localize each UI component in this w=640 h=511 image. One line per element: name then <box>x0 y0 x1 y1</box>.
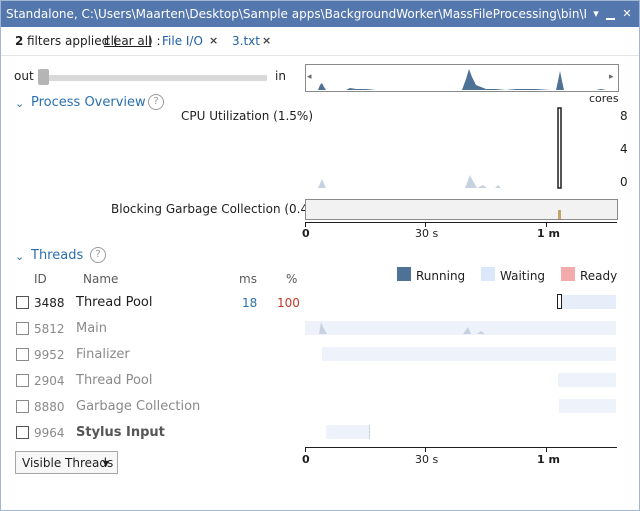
gc-label: Blocking Garbage Collection (0.4%) <box>111 202 325 216</box>
column-header-ms[interactable]: ms <box>239 272 257 286</box>
zoom-slider-track[interactable] <box>39 75 267 81</box>
cores-label: cores <box>589 92 619 105</box>
title-bar: Standalone, C:\Users\Maarten\Desktop\Sam… <box>1 1 639 27</box>
thread-name: Thread Pool <box>76 373 153 388</box>
thread-id: 9952 <box>34 348 65 362</box>
thread-checkbox[interactable] <box>16 400 29 413</box>
thread-checkbox[interactable] <box>16 426 29 439</box>
filter-bar: 2 filters applied ( clear all ) : File I… <box>1 27 639 56</box>
thread-checkbox[interactable] <box>16 296 29 309</box>
threads-title[interactable]: Threads <box>31 248 84 263</box>
thread-lane <box>305 321 616 335</box>
overview-left-handle-icon[interactable]: ◂ <box>307 72 312 82</box>
thread-lane <box>559 399 616 413</box>
time-axis-label: 30 s <box>415 227 439 240</box>
filter-applied-text: filters applied ( <box>27 34 118 48</box>
time-axis-tick <box>305 222 306 227</box>
time-axis-tick <box>425 222 426 227</box>
column-header-name[interactable]: Name <box>83 272 119 286</box>
cpu-axis-tick: 4 <box>620 142 628 156</box>
gc-event-marker <box>558 210 561 219</box>
zoom-out-label: out <box>14 69 34 83</box>
thread-checkbox[interactable] <box>16 348 29 361</box>
help-icon[interactable]: ? <box>90 247 106 263</box>
time-axis-tick <box>546 222 547 227</box>
dropdown-arrow-icon[interactable]: ▾ <box>593 7 599 20</box>
legend-label-running: Running <box>416 269 466 283</box>
thread-name: Finalizer <box>76 347 130 362</box>
time-axis-tick <box>425 447 426 452</box>
thread-name: Main <box>76 321 108 336</box>
overview-activity-graph <box>318 69 606 90</box>
thread-pct: 100 <box>277 296 300 310</box>
zoom-in-label: in <box>275 69 286 83</box>
legend-swatch-waiting <box>481 267 495 281</box>
thread-checkbox[interactable] <box>16 374 29 387</box>
cpu-axis-tick: 8 <box>620 109 628 123</box>
thread-checkbox[interactable] <box>16 322 29 335</box>
filter-count: 2 <box>15 34 24 48</box>
cpu-utilization-graph <box>318 107 562 189</box>
visible-threads-button[interactable]: Visible Threads ▼ <box>15 451 118 474</box>
zoom-slider-thumb[interactable] <box>38 69 49 85</box>
thread-id: 8880 <box>34 400 65 414</box>
overview-right-handle-icon[interactable]: ▸ <box>609 72 614 82</box>
thread-name: Thread Pool <box>76 295 153 310</box>
dropdown-arrow-icon: ▼ <box>102 459 109 468</box>
cpu-utilization-label: CPU Utilization (1.5%) <box>181 109 314 123</box>
cpu-axis-tick: 0 <box>620 175 628 189</box>
thread-id: 5812 <box>34 322 65 336</box>
time-axis-label: 1 m <box>537 227 560 240</box>
thread-ms: 18 <box>242 296 258 310</box>
time-axis-label: 1 m <box>537 453 560 466</box>
gc-lane <box>305 199 618 220</box>
remove-filter-icon[interactable]: × <box>262 34 272 47</box>
thread-name: Garbage Collection <box>76 399 201 414</box>
thread-lane <box>557 295 616 309</box>
filter-chip-3txt[interactable]: 3.txt <box>232 34 260 48</box>
time-axis-line <box>305 222 617 223</box>
time-axis-tick <box>305 447 306 452</box>
column-header-pct[interactable]: % <box>286 272 298 286</box>
timeline-overview[interactable]: ◂ ▸ <box>305 64 619 92</box>
time-axis-tick <box>546 447 547 452</box>
column-header-id[interactable]: ID <box>34 272 47 286</box>
filter-chip-file-io[interactable]: File I/O <box>162 34 203 48</box>
close-icon[interactable]: ✕ <box>622 7 632 20</box>
legend-label-waiting: Waiting <box>500 269 546 283</box>
time-axis-label: 0 <box>302 227 310 240</box>
process-overview-title[interactable]: Process Overview <box>31 95 146 110</box>
thread-id: 3488 <box>34 296 65 310</box>
clear-all-link[interactable]: clear all <box>104 34 152 48</box>
legend-swatch-running <box>397 267 411 281</box>
remove-filter-icon[interactable]: × <box>209 34 219 47</box>
legend-swatch-ready <box>561 267 575 281</box>
time-axis-line <box>305 447 617 448</box>
thread-name: Stylus Input <box>76 425 165 440</box>
collapse-chevron-icon[interactable]: ⌄ <box>15 250 25 263</box>
window-title: Standalone, C:\Users\Maarten\Desktop\Sam… <box>6 7 586 21</box>
visible-threads-label: Visible Threads <box>22 456 114 470</box>
collapse-chevron-icon[interactable]: ⌄ <box>15 97 25 110</box>
thread-lane <box>322 347 616 361</box>
thread-id: 2904 <box>34 374 65 388</box>
thread-activity-graph <box>319 322 485 334</box>
thread-lane <box>558 373 616 387</box>
filter-close-paren: ) : <box>148 34 161 48</box>
legend-label-ready: Ready <box>580 269 618 283</box>
help-icon[interactable]: ? <box>148 94 164 110</box>
time-axis-label: 0 <box>302 453 310 466</box>
thread-lane <box>326 425 370 439</box>
thread-running-marker <box>557 294 562 309</box>
time-axis-label: 30 s <box>415 453 439 466</box>
thread-id: 9964 <box>34 426 65 440</box>
minimize-icon[interactable] <box>606 9 615 20</box>
